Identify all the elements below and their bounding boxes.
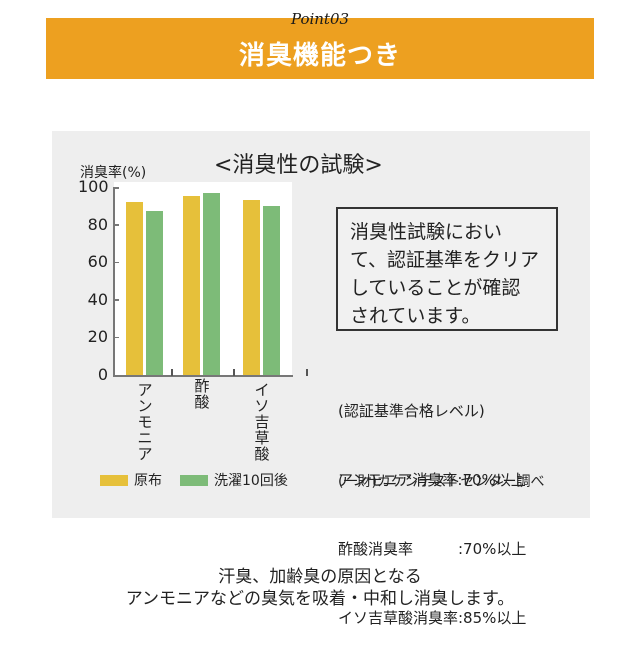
- y-tick-label: 20: [87, 327, 108, 347]
- x-tick: [233, 369, 235, 376]
- chart-legend: 原布 洗濯10回後: [100, 470, 306, 490]
- y-tick-label: 0: [97, 365, 108, 384]
- legend-label: 原布: [134, 473, 162, 489]
- section-title: 消臭機能つき: [238, 41, 401, 71]
- note-line: されています。: [350, 305, 481, 327]
- x-axis: [113, 375, 293, 377]
- section-banner: Point03 消臭機能つき: [46, 10, 594, 79]
- y-tick-label: 100: [78, 177, 109, 196]
- y-tick: [113, 261, 119, 264]
- footer-description: 汗臭、加齢臭の原因となる アンモニアなどの臭気を吸着・中和し消臭します。: [0, 566, 640, 610]
- legend-item-original: 原布: [100, 470, 162, 490]
- bar-original: [183, 196, 200, 375]
- y-axis-cap: [113, 187, 119, 189]
- y-tick: [113, 186, 119, 188]
- point-number: Point03: [290, 10, 350, 28]
- y-tick-label: 80: [87, 214, 108, 234]
- bar-original: [243, 200, 260, 375]
- chart-title: <消臭性の試験>: [214, 153, 383, 178]
- note-line: 消臭性試験におい: [350, 221, 503, 243]
- y-tick-label: 40: [87, 289, 108, 309]
- criteria-list: (認証基準合格レベル) アンモニア消臭率:70%以上 酢酸消臭率 :70%以上 …: [338, 354, 526, 653]
- source-note: (一財)カケンテストセンター調べ: [338, 474, 545, 490]
- note-box: 消臭性試験におい て、認証基準をクリア していることが確認 されています。: [336, 207, 558, 331]
- y-tick: [113, 224, 119, 226]
- legend-label: 洗濯10回後: [214, 473, 288, 489]
- bar-washed: [263, 205, 280, 375]
- y-axis: [113, 187, 115, 376]
- y-tick-label: 60: [87, 252, 108, 272]
- y-tick: [113, 299, 119, 301]
- x-tick: [306, 369, 308, 376]
- category-label-ammonia: アンモニア: [137, 381, 153, 463]
- category-label-isovaleric-acid: イソ吉草酸: [254, 381, 270, 463]
- criteria-row: 酢酸消臭率 :70%以上: [338, 540, 527, 558]
- note-line: していることが確認: [350, 277, 521, 299]
- criteria-row: イソ吉草酸消臭率:85%以上: [338, 609, 527, 627]
- bar-original: [126, 202, 143, 375]
- criteria-row: アンモニア消臭率:70%以上: [338, 471, 526, 489]
- footer-line: 汗臭、加齢臭の原因となる: [218, 567, 422, 587]
- bar-washed: [146, 211, 163, 375]
- criteria-heading: (認証基準合格レベル): [338, 402, 485, 420]
- legend-swatch-green: [180, 474, 208, 486]
- x-tick: [171, 369, 173, 376]
- bar-washed: [203, 192, 220, 375]
- legend-item-washed: 洗濯10回後: [180, 470, 288, 490]
- note-line: て、認証基準をクリア: [350, 249, 540, 271]
- category-label-acetic-acid: 酢酸: [194, 377, 210, 411]
- y-axis-label: 消臭率(%): [80, 165, 147, 181]
- footer-line: アンモニアなどの臭気を吸着・中和し消臭します。: [125, 589, 515, 609]
- y-tick: [113, 336, 119, 339]
- y-tick: [113, 374, 119, 376]
- legend-swatch-yellow: [100, 474, 128, 486]
